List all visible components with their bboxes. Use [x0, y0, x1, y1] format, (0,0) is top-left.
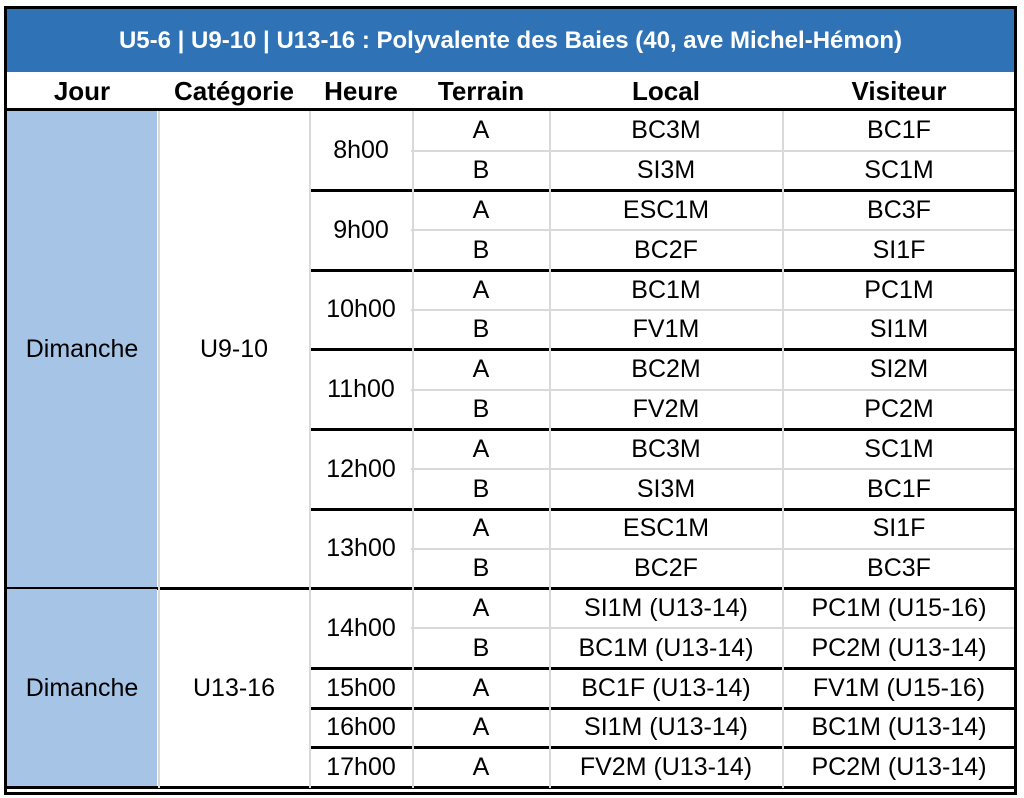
heure-cell: 11h00	[327, 375, 395, 404]
column-divider	[782, 111, 784, 788]
visiteur-team-cell: SI2M	[869, 355, 929, 384]
header-heure: Heure	[324, 75, 398, 106]
game-divider	[411, 388, 1014, 391]
slot-divider	[311, 507, 1014, 511]
slot-divider	[311, 268, 1014, 272]
visiteur-team-cell: SI1M	[869, 315, 929, 344]
categorie-cell: U13-16	[193, 673, 275, 702]
visiteur-team-cell: SC1M	[864, 434, 934, 463]
header-divider	[7, 108, 1014, 111]
visiteur-team-cell: FV1M (U15-16)	[812, 673, 986, 702]
terrain-cell: A	[472, 514, 490, 543]
slot-divider	[311, 189, 1014, 193]
local-team-cell: BC2M	[631, 355, 701, 384]
game-divider	[411, 229, 1014, 232]
terrain-cell: A	[472, 673, 490, 702]
terrain-cell: B	[472, 315, 490, 344]
terrain-cell: B	[472, 156, 490, 185]
jour-cell: Dimanche	[7, 111, 157, 589]
terrain-cell: A	[472, 275, 490, 304]
visiteur-team-cell: PC1M	[864, 275, 934, 304]
local-team-cell: BC3M	[631, 434, 701, 463]
heure-cell: 15h00	[326, 673, 396, 702]
local-team-cell: BC1M (U13-14)	[578, 633, 754, 662]
visiteur-team-cell: SI1F	[872, 235, 926, 264]
visiteur-team-cell: BC1F	[867, 116, 931, 145]
block-divider	[7, 786, 1014, 790]
heure-cell: 17h00	[326, 753, 396, 782]
local-team-cell: SI1M (U13-14)	[584, 713, 748, 742]
terrain-cell: A	[472, 593, 490, 622]
column-divider	[309, 111, 311, 788]
jour-cell: Dimanche	[7, 588, 157, 788]
header-terrain: Terrain	[437, 75, 525, 106]
visiteur-team-cell: PC2M	[864, 394, 934, 423]
local-team-cell: FV1M	[632, 315, 700, 344]
terrain-cell: B	[472, 474, 490, 503]
visiteur-team-cell: SC1M	[864, 156, 934, 185]
visiteur-team-cell: BC3F	[867, 195, 931, 224]
heure-cell: 8h00	[333, 136, 389, 165]
local-team-cell: SI3M	[636, 156, 696, 185]
visiteur-team-cell: BC1F	[867, 474, 931, 503]
game-divider	[411, 627, 1014, 630]
game-divider	[411, 309, 1014, 311]
terrain-cell: B	[472, 235, 490, 264]
heure-cell: 13h00	[326, 534, 396, 563]
game-divider	[411, 468, 1014, 471]
header-local: Local	[632, 75, 700, 106]
visiteur-team-cell: PC2M (U13-14)	[811, 753, 987, 782]
slot-divider	[311, 746, 1014, 750]
local-team-cell: ESC1M	[622, 195, 710, 224]
local-team-cell: FV2M (U13-14)	[579, 753, 753, 782]
schedule-title: U5-6 | U9-10 | U13-16 : Polyvalente des …	[7, 9, 1014, 72]
visiteur-team-cell: PC1M (U15-16)	[811, 593, 987, 622]
header-jour: Jour	[53, 75, 111, 106]
terrain-cell: A	[472, 116, 490, 145]
local-team-cell: BC2F	[634, 235, 698, 264]
heure-cell: 14h00	[326, 613, 396, 642]
heure-cell: 12h00	[326, 454, 396, 483]
column-divider	[158, 111, 160, 788]
terrain-cell: B	[472, 633, 490, 662]
terrain-cell: A	[472, 434, 490, 463]
header-visiteur: Visiteur	[851, 75, 947, 106]
visiteur-team-cell: SI1F	[872, 514, 926, 543]
game-divider	[411, 149, 1014, 152]
heure-cell: 10h00	[326, 295, 396, 324]
slot-divider	[311, 666, 1014, 670]
header-categorie: Catégorie	[174, 75, 294, 106]
visiteur-team-cell: BC1M (U13-14)	[811, 713, 987, 742]
local-team-cell: BC1F (U13-14)	[581, 673, 751, 702]
terrain-cell: A	[472, 753, 490, 782]
local-team-cell: FV2M	[632, 394, 700, 423]
categorie-cell: U9-10	[199, 335, 269, 364]
terrain-cell: A	[472, 195, 490, 224]
terrain-cell: A	[472, 713, 490, 742]
visiteur-team-cell: PC2M (U13-14)	[811, 633, 987, 662]
game-divider	[411, 547, 1014, 550]
schedule-table-frame	[4, 6, 1017, 795]
block-divider	[7, 587, 1014, 591]
slot-divider	[311, 348, 1014, 352]
slot-divider	[311, 706, 1014, 710]
slot-divider	[311, 427, 1014, 431]
column-divider	[412, 111, 414, 788]
local-team-cell: ESC1M	[622, 514, 710, 543]
local-team-cell: BC3M	[631, 116, 701, 145]
local-team-cell: SI3M	[636, 474, 696, 503]
heure-cell: 9h00	[333, 215, 389, 244]
heure-cell: 16h00	[326, 713, 396, 742]
terrain-cell: B	[472, 394, 490, 423]
terrain-cell: B	[472, 554, 490, 583]
local-team-cell: SI1M (U13-14)	[584, 593, 748, 622]
local-team-cell: BC2F	[634, 554, 698, 583]
terrain-cell: A	[472, 355, 490, 384]
local-team-cell: BC1M	[631, 275, 701, 304]
column-divider	[549, 111, 551, 788]
visiteur-team-cell: BC3F	[867, 554, 931, 583]
